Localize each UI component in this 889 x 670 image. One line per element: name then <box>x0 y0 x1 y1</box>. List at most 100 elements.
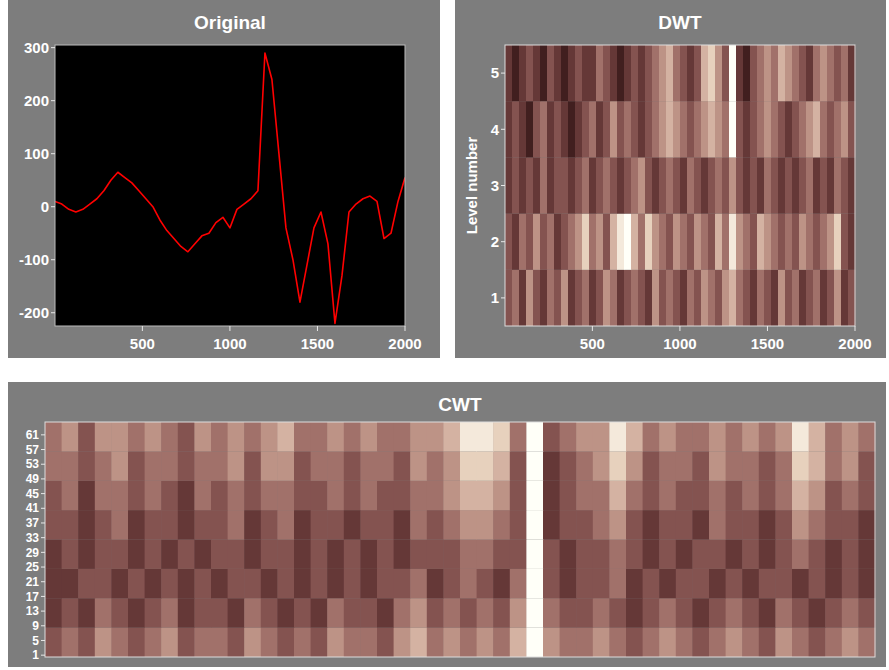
heat-cell <box>78 422 95 451</box>
heat-cell <box>624 270 631 326</box>
heat-cell <box>757 214 764 270</box>
heat-cell <box>764 270 771 326</box>
heat-cell <box>742 481 759 510</box>
heat-cell <box>799 214 806 270</box>
heat-cell <box>526 451 543 480</box>
heat-cell <box>609 598 626 627</box>
heat-cell <box>827 157 834 213</box>
heat-cell <box>726 598 743 627</box>
heat-cell <box>813 157 820 213</box>
y-tick <box>51 259 55 260</box>
heat-cell <box>178 540 195 569</box>
heat-cell <box>582 270 589 326</box>
heat-cell <box>95 540 112 569</box>
heat-cell <box>750 101 757 157</box>
x-tick <box>229 326 230 331</box>
heat-cell <box>764 45 771 101</box>
y-tick-label: 21 <box>26 575 40 589</box>
heat-cell <box>443 540 460 569</box>
heat-cell <box>809 628 826 657</box>
heat-cell <box>701 45 708 101</box>
heat-cell <box>576 598 593 627</box>
heat-cell <box>593 628 610 657</box>
heat-cell <box>294 598 311 627</box>
y-tick <box>51 100 55 101</box>
heat-cell <box>211 451 228 480</box>
heat-cell <box>45 422 62 451</box>
heat-cell <box>410 628 427 657</box>
y-tick-label: 25 <box>26 560 40 574</box>
heat-cell <box>311 451 328 480</box>
heat-cell <box>694 101 701 157</box>
heat-cell <box>111 598 128 627</box>
heat-cell <box>626 481 643 510</box>
heat-cell <box>344 628 361 657</box>
heat-cell <box>533 270 540 326</box>
y-tick-label: 200 <box>24 92 49 109</box>
heat-cell <box>477 628 494 657</box>
heat-cell <box>778 101 785 157</box>
heat-cell <box>228 540 245 569</box>
heat-cell <box>128 422 145 451</box>
heat-cell <box>560 598 577 627</box>
y-tick <box>41 508 45 509</box>
heat-cell <box>659 270 666 326</box>
heat-cell <box>410 569 427 598</box>
heat-cell <box>493 451 510 480</box>
heat-cell <box>631 101 638 157</box>
heat-cell <box>813 270 820 326</box>
x-tick <box>855 326 856 331</box>
heat-cell <box>676 510 693 539</box>
heat-cell <box>377 422 394 451</box>
heat-cell <box>676 451 693 480</box>
heat-cell <box>825 598 842 627</box>
heat-cell <box>512 214 519 270</box>
heat-cell <box>771 101 778 157</box>
heat-cell <box>809 481 826 510</box>
heat-cell <box>694 270 701 326</box>
heat-cell <box>344 422 361 451</box>
heat-cell <box>659 451 676 480</box>
heat-cell <box>827 214 834 270</box>
heat-cell <box>715 214 722 270</box>
heat-cell <box>617 157 624 213</box>
heat-cell <box>785 270 792 326</box>
heat-cell <box>540 101 547 157</box>
heat-cell <box>554 214 561 270</box>
heat-cell <box>624 45 631 101</box>
heat-cell <box>813 45 820 101</box>
heat-cell <box>806 101 813 157</box>
heat-cell <box>775 598 792 627</box>
heat-cell <box>701 157 708 213</box>
heat-cell <box>510 451 527 480</box>
heat-cell <box>519 157 526 213</box>
heat-cell <box>477 451 494 480</box>
heat-cell <box>394 628 411 657</box>
y-tick <box>501 129 505 130</box>
panel-title: Original <box>194 12 266 33</box>
heat-cell <box>228 569 245 598</box>
heat-cell <box>709 422 726 451</box>
heat-cell <box>726 510 743 539</box>
heat-cell <box>659 157 666 213</box>
heat-cell <box>244 422 261 451</box>
heat-cell <box>626 451 643 480</box>
heat-cell <box>820 101 827 157</box>
y-tick-label: 0 <box>41 198 49 215</box>
heat-cell <box>360 510 377 539</box>
heat-cell <box>561 270 568 326</box>
heat-cell <box>799 45 806 101</box>
heat-cell <box>62 628 79 657</box>
heat-cell <box>493 598 510 627</box>
heat-cell <box>825 422 842 451</box>
heat-cell <box>228 510 245 539</box>
x-tick-label: 1500 <box>751 335 784 352</box>
heat-cell <box>244 598 261 627</box>
heat-cell <box>687 45 694 101</box>
heat-cell <box>825 451 842 480</box>
heat-cell <box>722 214 729 270</box>
heat-cell <box>194 510 211 539</box>
heat-cell <box>493 510 510 539</box>
heat-cell <box>792 510 809 539</box>
heat-cell <box>848 214 855 270</box>
